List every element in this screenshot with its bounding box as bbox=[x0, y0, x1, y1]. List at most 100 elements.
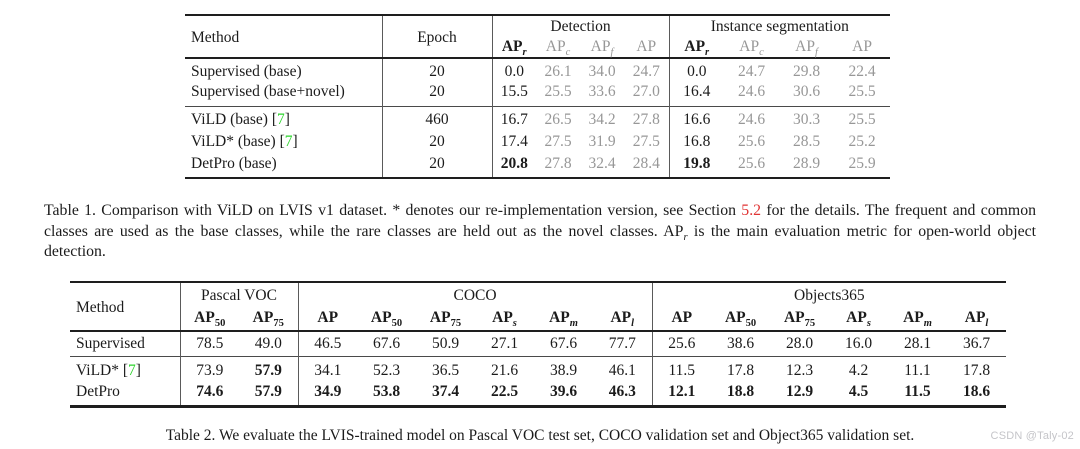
value-cell: 0.0 bbox=[687, 63, 707, 80]
value-cell: 17.4 bbox=[500, 133, 528, 150]
value-cell: 32.4 bbox=[588, 155, 616, 172]
value-cell: 15.5 bbox=[500, 83, 528, 101]
table2-transfer-evaluation: Method Pascal VOC COCO Objects365 AP50 AP75 AP… bbox=[70, 281, 1007, 408]
table1-caption: Table 1. Comparison with ViLD on LVIS v1… bbox=[44, 201, 1036, 263]
subscript: m bbox=[569, 317, 578, 329]
value-cell: 16.4 bbox=[683, 83, 711, 101]
method-cell: Supervised (base+novel) bbox=[185, 82, 383, 106]
subscript: 75 bbox=[450, 317, 462, 329]
method-cell: ViLD* [7] bbox=[70, 356, 181, 382]
value-cell: 16.8 bbox=[683, 133, 711, 150]
value-cell: 18.6 bbox=[962, 382, 991, 400]
value-cell: 30.3 bbox=[792, 110, 821, 128]
method-cell: DetPro bbox=[70, 381, 181, 407]
ap-metric-header: APs bbox=[492, 308, 517, 329]
value-cell: 0.0 bbox=[504, 63, 524, 80]
ap-metric-header: APc bbox=[545, 37, 571, 58]
dataset-group-header: Pascal VOC bbox=[180, 282, 299, 305]
value-cell: 24.7 bbox=[624, 58, 670, 82]
epoch-column-header: Epoch bbox=[382, 15, 493, 58]
value-cell: 30.6 bbox=[792, 83, 821, 101]
epoch-cell: 20 bbox=[382, 154, 493, 178]
table1-row-group: Supervised (base) 20 0.0 26.1 34.0 24.7 0.0 24.… bbox=[185, 58, 890, 106]
table-row: DetPro (base) 20 20.8 27.8 32.4 28.4 19.8 25.6 2… bbox=[185, 154, 890, 178]
value-cell: 27.8 bbox=[624, 106, 670, 130]
subscript: r bbox=[522, 46, 527, 58]
value-cell: 22.5 bbox=[490, 382, 519, 400]
value-cell: 27.8 bbox=[544, 155, 572, 172]
value-cell: 25.6 bbox=[668, 335, 696, 352]
table-row: ViLD (base) [7] 460 16.7 26.5 34.2 27.8 16.6 24… bbox=[185, 106, 890, 130]
method-cell: ViLD (base) [7] bbox=[185, 106, 383, 130]
value-cell: 25.6 bbox=[737, 133, 766, 150]
value-cell: 16.6 bbox=[683, 110, 711, 128]
ap-metric-header: AP75 bbox=[783, 308, 816, 329]
value-cell: 38.6 bbox=[726, 335, 755, 352]
value-cell: 24.6 bbox=[737, 110, 766, 128]
table2-header: Method Pascal VOC COCO Objects365 AP50 AP75 AP… bbox=[70, 282, 1007, 331]
subscript: 75 bbox=[804, 317, 816, 329]
value-cell: 57.9 bbox=[239, 356, 299, 382]
method-cell: Supervised (base) bbox=[185, 58, 383, 82]
value-cell: 11.5 bbox=[904, 382, 931, 400]
value-cell: 57.9 bbox=[239, 381, 299, 407]
value-cell: 46.3 bbox=[593, 381, 653, 407]
value-cell: 25.5 bbox=[544, 83, 572, 101]
dataset-group-header: Objects365 bbox=[794, 286, 865, 304]
table-row: ViLD* [7] 73.9 57.9 34.1 52.3 36.5 21.6 38.9 46.… bbox=[70, 356, 1006, 382]
value-cell: 34.0 bbox=[588, 63, 616, 80]
table1-header: Method Epoch Detection Instance segmentatio… bbox=[185, 15, 891, 58]
ap-metric-header: AP bbox=[671, 308, 693, 326]
value-cell: 25.5 bbox=[848, 110, 876, 128]
value-cell: 33.6 bbox=[588, 83, 616, 101]
value-cell: 21.6 bbox=[490, 361, 519, 379]
value-cell: 12.9 bbox=[785, 382, 814, 400]
subscript: m bbox=[923, 317, 932, 329]
value-cell: 28.1 bbox=[903, 335, 932, 352]
value-cell: 28.0 bbox=[785, 335, 814, 352]
value-cell: 27.1 bbox=[490, 335, 519, 352]
table-row: ViLD* (base) [7] 20 17.4 27.5 31.9 27.5 16.8 25… bbox=[185, 130, 890, 154]
value-cell: 24.7 bbox=[737, 63, 766, 80]
method-column-header: Method bbox=[185, 15, 383, 58]
method-cell: Supervised bbox=[70, 331, 181, 357]
value-cell: 4.2 bbox=[848, 361, 869, 379]
ap-metric-header: AP bbox=[624, 36, 670, 58]
ap-metric-header: APf bbox=[795, 37, 818, 58]
value-cell: 11.1 bbox=[904, 361, 931, 379]
value-cell: 25.6 bbox=[737, 155, 766, 172]
value-cell: 27.5 bbox=[544, 133, 572, 150]
value-cell: 26.5 bbox=[544, 110, 572, 128]
value-cell: 37.4 bbox=[431, 382, 460, 400]
value-cell: 74.6 bbox=[196, 382, 224, 400]
ap-metric-header: APf bbox=[590, 37, 614, 58]
ap-metric-header: APl bbox=[593, 305, 653, 331]
value-cell: 26.1 bbox=[544, 63, 572, 80]
epoch-cell: 20 bbox=[382, 130, 493, 154]
value-cell: 36.5 bbox=[431, 361, 460, 379]
value-cell: 67.6 bbox=[372, 335, 401, 352]
ap-metric-header: APr bbox=[684, 37, 710, 58]
subscript: f bbox=[814, 46, 818, 58]
ap-metric-header: APm bbox=[549, 308, 578, 329]
value-cell: 67.6 bbox=[549, 335, 578, 352]
value-cell: 17.8 bbox=[962, 361, 991, 379]
detection-group-header: Detection bbox=[492, 15, 670, 36]
caption-text: Table 1. Comparison with ViLD on LVIS v1… bbox=[44, 202, 742, 219]
method-column-header: Method bbox=[70, 282, 181, 331]
value-cell: 28.5 bbox=[792, 133, 821, 150]
value-cell: 29.8 bbox=[792, 63, 821, 80]
value-cell: 53.8 bbox=[372, 382, 401, 400]
subscript: l bbox=[631, 317, 635, 329]
value-cell: 34.9 bbox=[314, 382, 342, 400]
ap-metric-header: AP bbox=[852, 37, 872, 55]
value-cell: 28.9 bbox=[792, 155, 821, 172]
table-row: DetPro 74.6 57.9 34.9 53.8 37.4 22.5 39.6 46.3 12… bbox=[70, 381, 1006, 407]
value-cell: 73.9 bbox=[196, 361, 224, 379]
subscript: 50 bbox=[214, 317, 226, 329]
ap-metric-header: AP50 bbox=[194, 308, 226, 329]
table2-caption: Table 2. We evaluate the LVIS-trained mo… bbox=[165, 427, 915, 444]
value-cell: 11.5 bbox=[668, 361, 696, 379]
value-cell: 46.5 bbox=[314, 335, 342, 352]
header-group-row: Method Epoch Detection Instance segmentatio… bbox=[185, 15, 890, 58]
